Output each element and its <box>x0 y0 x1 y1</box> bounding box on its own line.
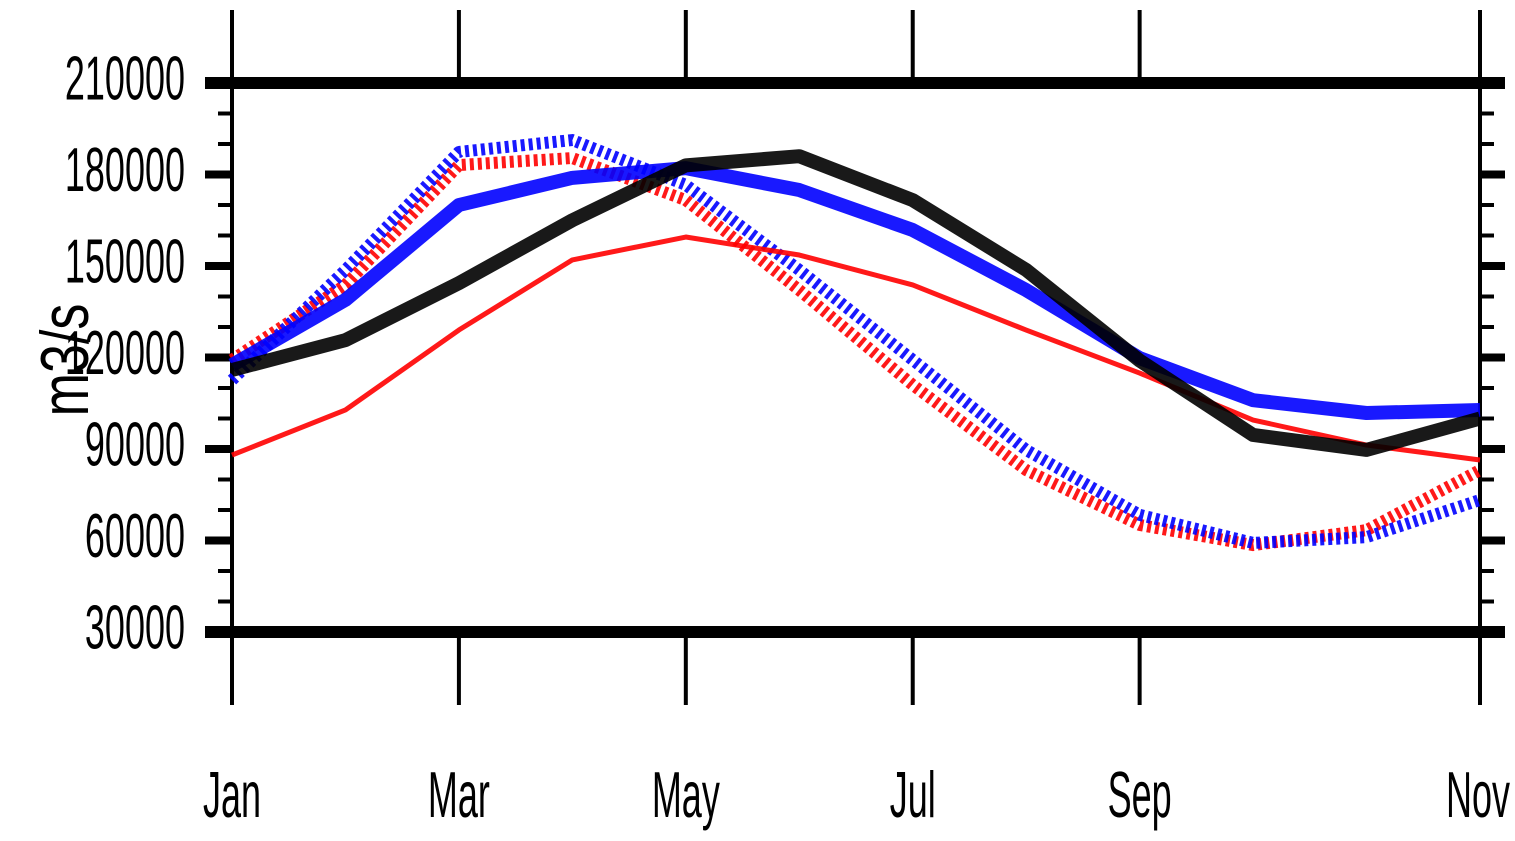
series-line <box>228 152 1483 552</box>
y-tick-label: 180000 <box>65 135 185 205</box>
x-tick-label: Mar <box>428 759 490 832</box>
y-tick-label: 210000 <box>65 43 185 113</box>
y-tick-label: 60000 <box>85 501 185 571</box>
x-tick-label: Jul <box>890 759 936 832</box>
y-tick-label: 30000 <box>85 592 185 662</box>
y-tick-label: 150000 <box>65 226 185 296</box>
series-line <box>230 149 1482 457</box>
x-tick-label: Nov <box>1446 759 1511 832</box>
y-axis-label: m3/s <box>26 304 102 417</box>
x-tick-label: Sep <box>1108 759 1172 832</box>
y-tick-label: 120000 <box>65 318 185 388</box>
y-tick-label: 90000 <box>85 409 185 479</box>
x-tick-label: May <box>652 759 721 832</box>
series-line <box>227 134 1482 549</box>
series-line <box>231 234 1481 463</box>
series-line <box>228 161 1481 421</box>
x-tick-label: Jan <box>203 759 261 832</box>
